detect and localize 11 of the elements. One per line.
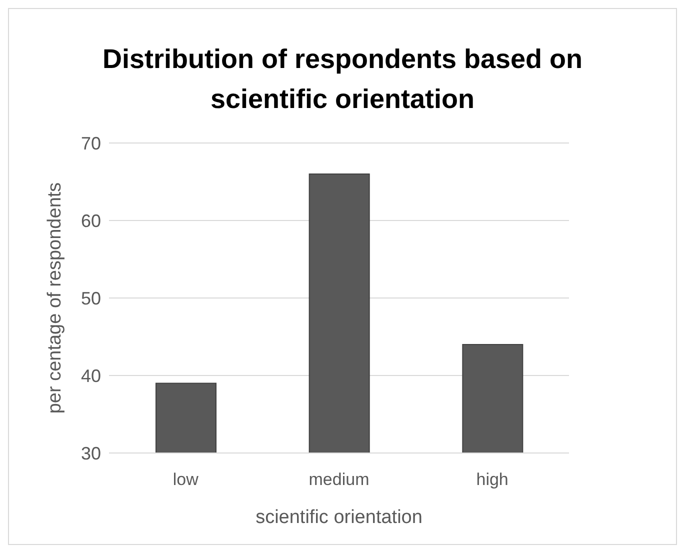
x-tick-label: medium — [308, 470, 370, 490]
y-tick-label: 30 — [80, 443, 101, 464]
x-tick-label: high — [476, 470, 508, 490]
y-tick-label: 70 — [80, 133, 101, 154]
x-tick-label: low — [172, 470, 200, 490]
chart-title: Distribution of respondents based on scientific orientation — [101, 43, 584, 116]
y-axis-title: per centage of respondents — [44, 182, 66, 414]
x-axis-title: scientific orientation — [256, 507, 422, 528]
y-tick-label: 60 — [80, 210, 101, 231]
y-tick-label: 40 — [80, 366, 101, 386]
y-tick-label: 50 — [80, 288, 101, 308]
